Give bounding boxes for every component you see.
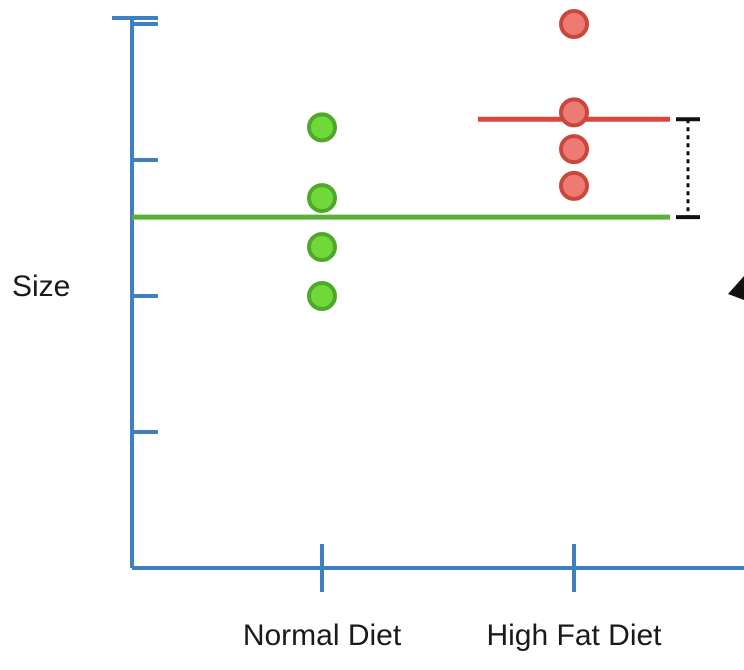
high-fat-diet-point-2 — [559, 134, 589, 165]
high-fat-diet-point-3 — [559, 97, 589, 128]
normal-diet-point-1 — [307, 281, 337, 311]
x-tick-label-2: High Fat Diet — [486, 619, 662, 652]
x-tick-label-1: Normal Diet — [243, 619, 402, 652]
mean-lines — [132, 116, 670, 220]
normal-diet-point-2 — [307, 232, 337, 263]
data-points — [307, 9, 589, 311]
y-axis-label: Size — [12, 270, 70, 303]
normal-diet-point-3 — [307, 183, 337, 214]
axes — [112, 16, 744, 592]
high-fat-diet-point-1 — [559, 170, 589, 201]
normal-diet-point-4 — [307, 112, 337, 143]
arrow-head-icon — [728, 276, 744, 300]
distance-marker — [676, 117, 744, 300]
high-fat-diet-point-4 — [559, 9, 589, 39]
x-axis-labels: Normal Diet High Fat Diet — [243, 619, 662, 652]
